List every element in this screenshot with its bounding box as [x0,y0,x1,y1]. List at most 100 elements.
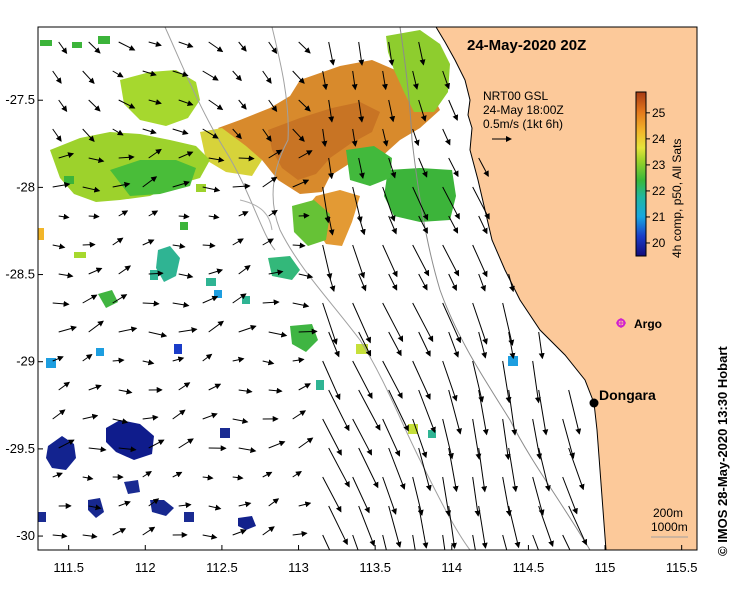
current-vector [478,157,489,177]
current-vector [268,440,286,449]
current-vector [352,360,373,399]
sst-pixel [220,428,230,438]
current-vector [448,331,460,358]
current-vector [82,474,94,481]
x-tick-label: 115 [595,560,616,575]
current-vector [448,99,459,121]
x-tick-label: 113.5 [359,560,391,575]
current-vector [472,302,488,345]
land-mass [435,27,697,550]
current-vector [322,186,331,224]
current-vector [112,237,124,246]
current-vector [418,273,428,291]
current-vector [148,270,164,277]
x-axis-ticks: 111.5 112 112.5 113 113.5 114 114.5 115 115.5 [53,545,697,575]
current-vector [442,418,454,460]
x-tick-label: 111.5 [53,560,84,575]
current-vector [328,447,350,488]
current-vector [88,41,101,54]
current-vector [232,417,249,424]
sst-pixel [184,512,194,522]
current-vector [442,70,450,90]
argo-label: Argo [634,317,662,331]
current-vector [418,389,436,434]
sst-pixel [150,270,158,280]
current-vector [442,360,458,402]
y-tick-label: -29 [16,354,35,369]
current-vector [118,500,131,507]
current-vector [562,534,571,550]
current-vector [58,41,68,55]
sst-green-north [386,30,450,112]
current-vector [232,128,242,140]
current-vector [262,299,280,306]
current-vector [118,41,136,51]
current-vector [412,244,430,277]
current-vector [232,474,244,481]
current-vector [112,70,124,78]
sst-pixel [214,290,222,298]
current-vector [142,70,157,77]
colorbar: 25 24 23 22 21 20 4h comp, p50, All Sats [635,91,684,258]
current-vector [382,476,397,515]
current-vector [388,505,402,548]
sst-pixel [98,36,110,44]
current-vector [478,331,488,359]
dongara-marker[interactable] [589,398,599,408]
current-vector [88,446,107,453]
current-vector [88,267,103,275]
current-vector [142,300,160,307]
current-vector [352,418,372,456]
current-vector [562,418,575,459]
current-vector [172,471,183,478]
current-vector [232,356,245,363]
current-vector [388,273,398,291]
current-vector [322,360,341,401]
current-vector [112,294,128,304]
current-vector [508,273,515,293]
current-vector [412,418,428,459]
current-vector [418,447,432,492]
current-vector [58,381,71,391]
current-vector [508,505,521,549]
current-vector [172,180,190,188]
current-vector [82,533,98,540]
current-vector [208,383,222,391]
sst-green-east [384,168,456,222]
current-vector [118,154,135,161]
current-vector [358,331,372,357]
current-vector [172,301,190,308]
current-vector [178,382,191,391]
current-vector [262,359,275,366]
current-vector [172,356,185,363]
current-vector [82,128,95,143]
sst-pixel [38,512,46,522]
current-vector [88,504,102,511]
sst-green-inner [292,200,330,246]
current-vector [142,128,157,135]
current-vector [58,213,70,220]
current-vector [52,355,64,362]
isobath-1000m-w [164,27,276,251]
current-vector [298,383,311,391]
current-vector [52,300,70,307]
current-vector [238,447,257,454]
current-vector [262,70,272,84]
current-vector [88,384,102,391]
colorbar-ramp [635,91,647,257]
colorbar-tick-label: 20 [652,236,666,250]
current-vector [388,41,395,66]
current-vector [321,128,328,147]
current-vector [328,41,336,66]
current-vector [388,157,397,179]
current-vector [358,447,379,489]
sst-pixel [428,430,436,438]
current-vector [538,331,545,360]
argo-marker[interactable] [616,318,626,328]
current-vector [352,186,363,223]
sst-pixel [196,184,206,192]
current-vector [292,242,306,249]
current-vector [418,41,426,66]
colorbar-tick-label: 24 [652,132,666,146]
x-tick-label: 113 [288,560,309,575]
